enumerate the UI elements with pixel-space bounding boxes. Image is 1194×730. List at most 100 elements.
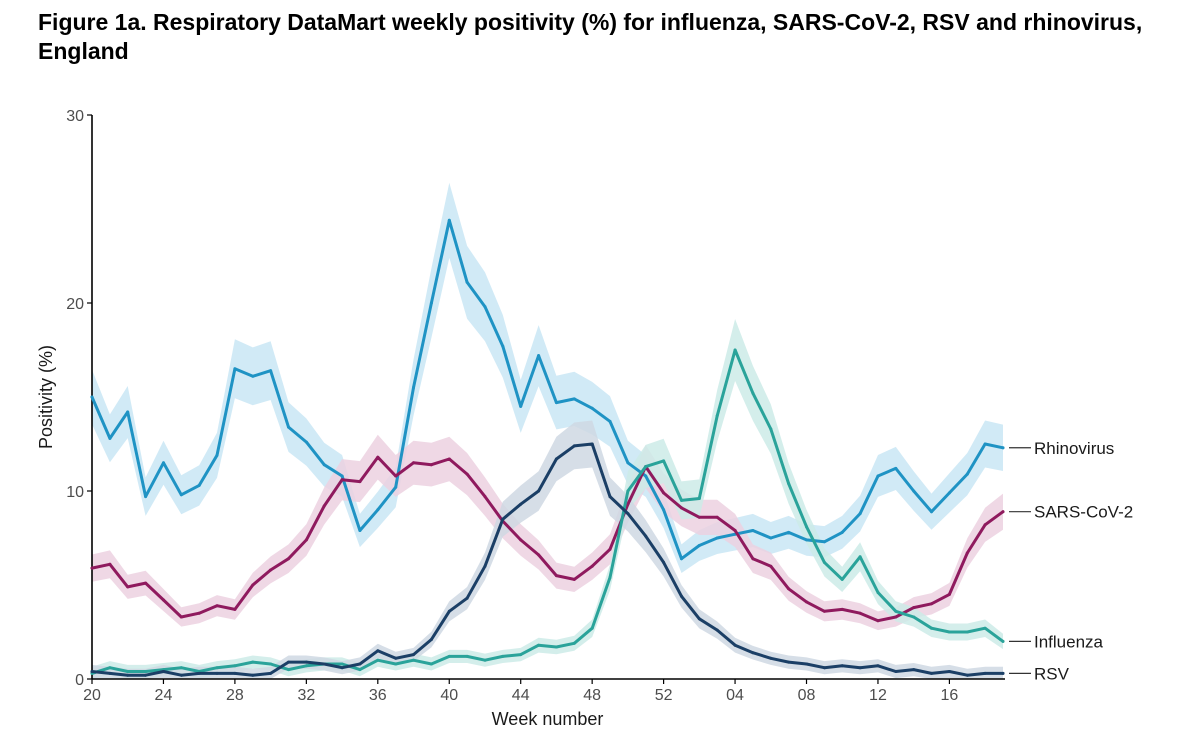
data-point-3-51	[1001, 671, 1005, 675]
data-point-3-33	[680, 594, 683, 598]
x-tick-label-3: 32	[297, 687, 315, 704]
x-tick-label-10: 08	[798, 687, 816, 704]
data-point-2-49	[965, 630, 969, 634]
data-point-2-42	[840, 577, 844, 581]
data-point-0-41	[822, 540, 826, 544]
y-tick-label-1: 10	[66, 484, 84, 501]
data-point-3-34	[697, 617, 701, 621]
data-point-3-26	[554, 457, 558, 461]
data-point-3-39	[787, 660, 791, 664]
data-point-3-36	[733, 643, 737, 647]
data-point-3-14	[340, 666, 344, 670]
y-axis-title: Positivity (%)	[36, 345, 56, 449]
series-label-3: RSV	[1034, 664, 1070, 683]
data-point-0-12	[304, 440, 308, 444]
data-point-0-37	[751, 529, 755, 532]
data-point-3-0	[90, 670, 94, 673]
data-point-3-35	[715, 628, 719, 632]
data-point-2-26	[554, 645, 558, 649]
data-point-0-33	[680, 557, 683, 561]
series-label-1: SARS-CoV-2	[1034, 503, 1133, 522]
data-point-1-11	[287, 557, 290, 561]
data-point-3-12	[304, 660, 308, 664]
data-point-3-50	[983, 671, 987, 675]
data-point-1-38	[769, 564, 773, 568]
confidence-bands	[92, 182, 1003, 679]
data-point-2-10	[269, 662, 273, 666]
data-point-3-7	[215, 671, 219, 675]
data-point-1-12	[304, 538, 308, 542]
data-point-3-5	[179, 673, 183, 677]
data-point-3-43	[858, 666, 862, 670]
data-point-2-23	[501, 654, 505, 658]
data-point-2-20	[447, 654, 451, 658]
data-point-1-19	[429, 463, 433, 467]
data-point-1-50	[983, 523, 987, 527]
data-point-3-3	[144, 673, 148, 677]
x-tick-label-5: 40	[440, 687, 458, 704]
data-point-2-48	[947, 630, 951, 634]
x-tick-label-9: 04	[726, 687, 744, 704]
data-point-2-14	[340, 662, 344, 666]
data-point-1-16	[376, 455, 380, 459]
data-point-0-8	[233, 367, 237, 371]
data-point-2-17	[394, 662, 398, 666]
data-point-3-10	[269, 671, 273, 675]
data-point-2-9	[251, 660, 255, 664]
data-point-2-36	[733, 348, 737, 352]
data-point-0-27	[572, 397, 576, 401]
data-point-0-24	[519, 404, 523, 408]
x-tick-label-0: 20	[83, 687, 101, 704]
data-point-2-25	[537, 643, 541, 647]
data-point-3-29	[608, 495, 612, 499]
data-point-0-50	[983, 442, 987, 446]
series-lines	[90, 218, 1005, 677]
data-point-2-27	[572, 641, 576, 645]
data-point-0-26	[554, 401, 558, 405]
data-point-0-51	[1001, 446, 1005, 450]
x-tick-label-6: 44	[512, 687, 530, 704]
data-point-0-22	[483, 305, 487, 309]
x-tick-label-7: 48	[583, 687, 601, 704]
data-point-1-10	[269, 568, 273, 572]
series-line-3	[90, 442, 1005, 677]
data-point-2-38	[769, 427, 773, 431]
data-point-2-16	[376, 658, 380, 662]
data-point-0-10	[269, 369, 273, 373]
data-point-3-44	[876, 664, 880, 668]
data-point-1-48	[947, 592, 951, 596]
data-point-3-1	[108, 671, 112, 675]
x-tick-label-1: 24	[155, 687, 173, 704]
data-point-1-42	[840, 607, 844, 611]
data-point-3-6	[197, 671, 201, 675]
data-point-2-35	[715, 414, 719, 418]
data-point-3-9	[251, 673, 255, 677]
data-point-0-47	[930, 510, 933, 514]
data-point-2-12	[304, 664, 308, 668]
data-point-3-13	[322, 662, 326, 666]
data-point-1-17	[394, 474, 398, 478]
data-point-0-19	[429, 301, 433, 305]
data-point-0-9	[251, 374, 255, 378]
data-point-1-2	[126, 585, 130, 589]
data-point-3-11	[287, 660, 290, 664]
data-point-0-30	[626, 461, 630, 465]
series-label-2: Influenza	[1034, 632, 1104, 651]
data-point-1-18	[412, 461, 415, 465]
data-point-0-20	[447, 218, 451, 222]
data-point-3-23	[501, 517, 505, 521]
data-point-3-20	[447, 609, 451, 613]
data-point-2-24	[519, 653, 523, 657]
data-point-1-27	[572, 577, 576, 581]
data-point-1-13	[322, 504, 326, 508]
data-point-0-40	[805, 538, 808, 542]
data-point-2-29	[608, 576, 612, 579]
data-point-2-22	[483, 658, 487, 662]
data-point-2-5	[179, 666, 183, 670]
data-point-1-1	[108, 562, 112, 566]
data-point-1-43	[858, 611, 862, 615]
data-point-1-44	[876, 619, 880, 623]
data-point-0-16	[376, 508, 380, 512]
data-point-2-7	[215, 666, 219, 670]
data-point-1-41	[822, 609, 826, 613]
